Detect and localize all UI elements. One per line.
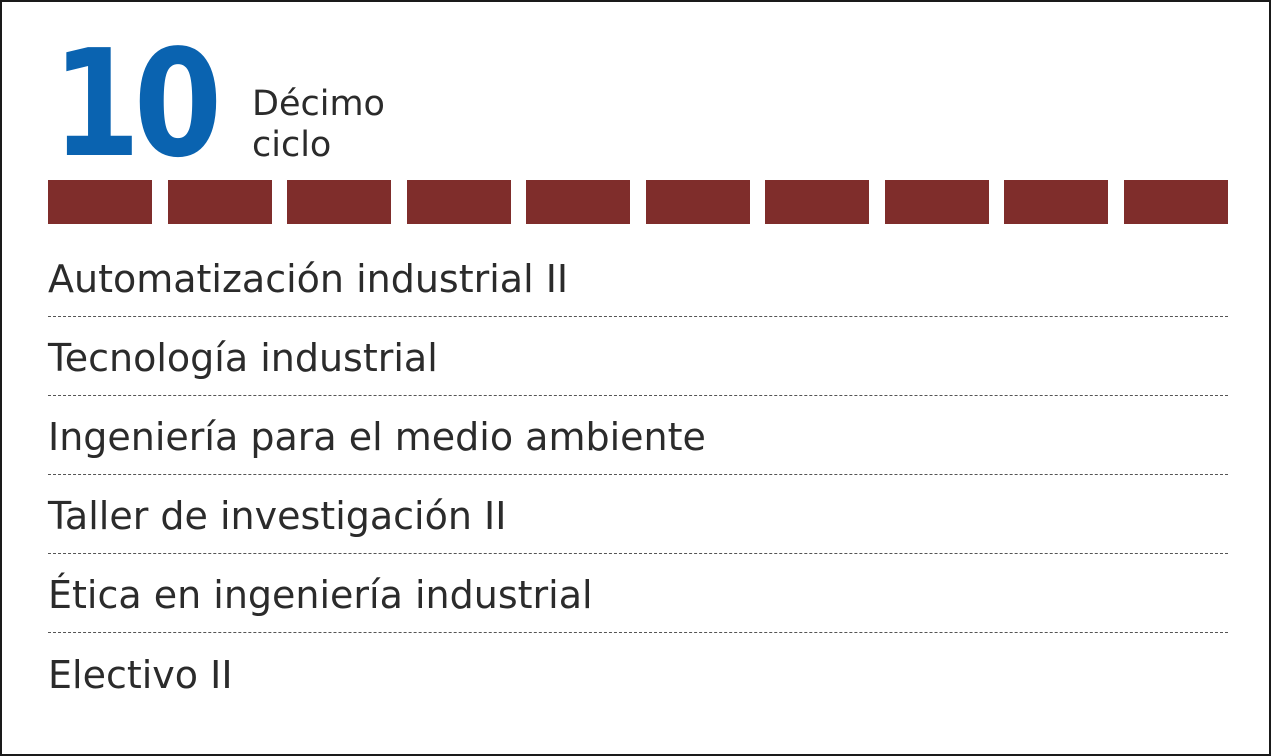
progress-segment xyxy=(1004,180,1109,224)
course-item: Electivo II xyxy=(48,652,233,697)
cycle-label: Décimo ciclo xyxy=(252,84,385,165)
course-item: Ética en ingeniería industrial xyxy=(48,554,1228,633)
progress-segment xyxy=(1123,180,1228,224)
progress-segment xyxy=(884,180,989,224)
progress-segment xyxy=(526,180,631,224)
course-item: Automatización industrial II xyxy=(48,238,1228,317)
progress-segment xyxy=(765,180,870,224)
progress-segment xyxy=(287,180,392,224)
cycle-progress-bar xyxy=(48,180,1228,224)
progress-segment xyxy=(406,180,511,224)
course-list: Automatización industrial II Tecnología … xyxy=(48,238,1228,712)
progress-segment xyxy=(167,180,272,224)
course-item: Taller de investigación II xyxy=(48,475,1228,554)
progress-segment xyxy=(645,180,750,224)
cycle-number: 10 xyxy=(52,18,222,190)
course-item: Tecnología industrial xyxy=(48,317,1228,396)
progress-segment xyxy=(48,180,152,224)
course-item: Ingeniería para el medio ambiente xyxy=(48,396,1228,475)
